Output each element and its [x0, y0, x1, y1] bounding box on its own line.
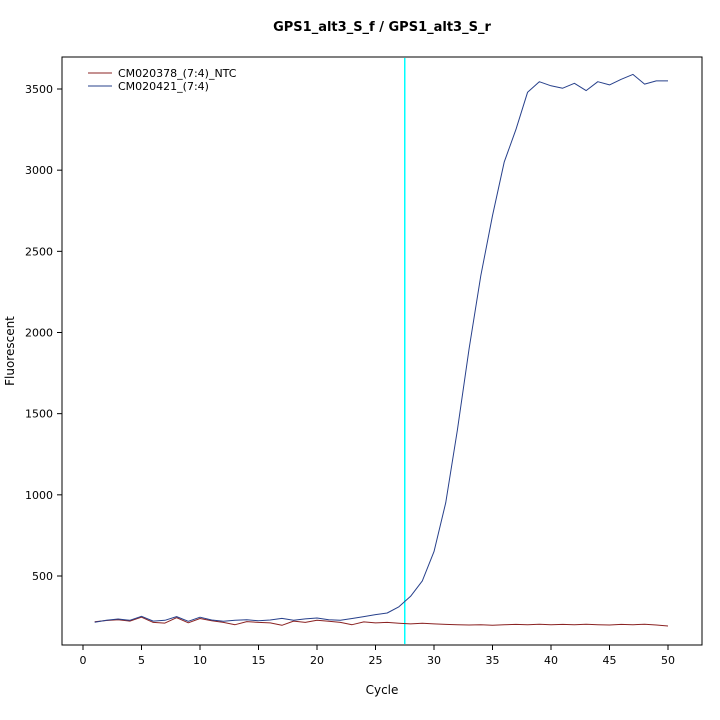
x-tick-label: 50	[661, 654, 675, 667]
y-tick-label: 3000	[25, 164, 53, 177]
chart-title: GPS1_alt3_S_f / GPS1_alt3_S_r	[273, 20, 491, 35]
legend-label: CM020378_(7:4)_NTC	[118, 67, 237, 80]
y-tick-label: 500	[32, 570, 53, 583]
y-tick-label: 1000	[25, 489, 53, 502]
x-tick-label: 40	[544, 654, 558, 667]
plot-area: 0 5 10 15 20 25 30 35 40 45 50 500 1000 1500 2000 2500 3…	[25, 56, 703, 667]
legend-label: CM020421_(7:4)	[118, 80, 209, 93]
x-tick-label: 5	[138, 654, 145, 667]
x-axis-label: Cycle	[366, 683, 399, 697]
y-tick-label: 2500	[25, 245, 53, 258]
series-line-0	[94, 616, 669, 627]
y-tick-label: 2000	[25, 327, 53, 340]
x-tick-label: 45	[603, 654, 617, 667]
y-axis-label: Fluorescent	[3, 316, 17, 386]
x-tick-label: 0	[80, 654, 87, 667]
y-tick-label: 3500	[25, 83, 53, 96]
x-tick-label: 35	[486, 654, 500, 667]
x-tick-label: 20	[310, 654, 324, 667]
y-tick-label: 1500	[25, 408, 53, 421]
x-tick-label: 30	[427, 654, 441, 667]
x-tick-label: 10	[193, 654, 207, 667]
series-line-1	[94, 73, 668, 623]
x-tick-label: 25	[369, 654, 383, 667]
x-tick-label: 15	[252, 654, 266, 667]
plot-frame	[61, 56, 703, 646]
